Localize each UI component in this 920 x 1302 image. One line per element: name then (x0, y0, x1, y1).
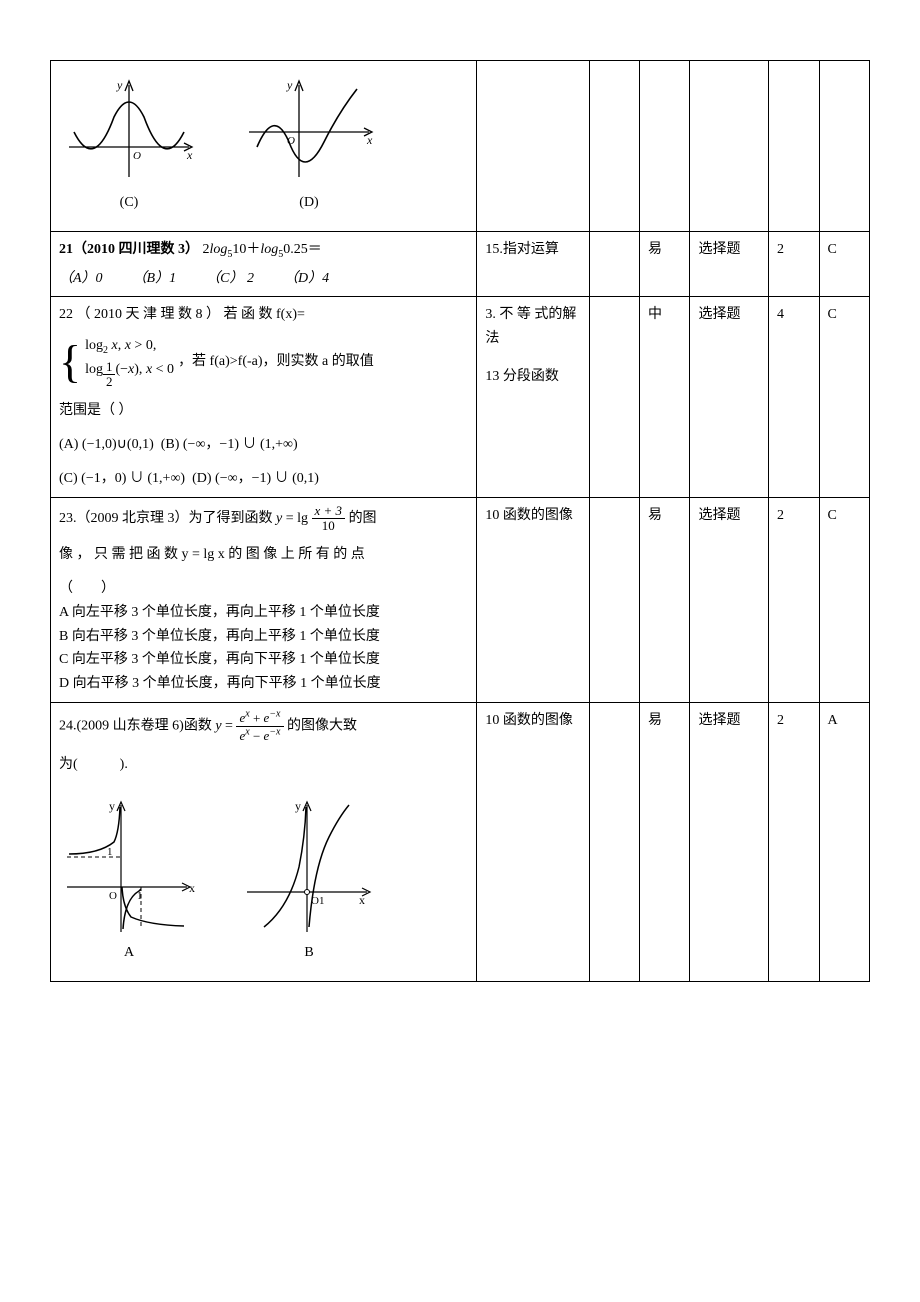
q22-source: 22 （ 2010 天 津 理 数 8 ） (59, 307, 220, 322)
q23-opt-d: D 向右平移 3 个单位长度，再向下平移 1 个单位长度 (59, 672, 468, 696)
svg-text:1: 1 (107, 846, 113, 858)
q24-lead: 函数 (184, 718, 216, 733)
points-cell: 2 (769, 703, 819, 982)
q21-opt-a: （A）0 (59, 267, 103, 291)
svg-text:y: y (109, 799, 115, 813)
q24-tail: 的图像大致 (284, 718, 358, 733)
q21-opt-c: （C） 2 (206, 267, 254, 291)
points-cell (769, 61, 819, 232)
qtype-cell: 选择题 (690, 703, 769, 982)
question-cell: 21（2010 四川理数 3） 2log510＋log50.25＝ （A）0 （… (51, 231, 477, 297)
q23-opt-a: A 向左平移 3 个单位长度，再向上平移 1 个单位长度 (59, 601, 468, 625)
points-cell: 2 (769, 231, 819, 297)
q23-tail1: 的图 (345, 511, 377, 526)
svg-text:O: O (133, 150, 141, 162)
q23-lead: 为了得到函数 (189, 511, 277, 526)
svg-text:y: y (116, 78, 123, 92)
question-cell: 23.（2009 北京理 3）为了得到函数 y = lg x + 310 的图 … (51, 497, 477, 702)
difficulty-cell (640, 61, 690, 232)
knowledge-cell: 3. 不 等 式的解法 13 分段函数 (477, 297, 589, 497)
qtype-cell: 选择题 (690, 231, 769, 297)
blank-cell (589, 497, 639, 702)
question-cell: 22 （ 2010 天 津 理 数 8 ） 若 函 数 f(x)= { log2… (51, 297, 477, 497)
difficulty-cell: 易 (640, 497, 690, 702)
q22-opt-a: (A) (−1,0)∪(0,1) (59, 437, 154, 452)
question-table: x y O (C) x y O (D) 21（2010 四川理数 3） 2lo (50, 60, 870, 982)
knowledge-cell: 15.指对运算 (477, 231, 589, 297)
answer-cell: C (819, 497, 870, 702)
svg-text:x: x (189, 881, 195, 895)
svg-text:x: x (359, 893, 365, 907)
table-row: 22 （ 2010 天 津 理 数 8 ） 若 函 数 f(x)= { log2… (51, 297, 870, 497)
points-cell: 4 (769, 297, 819, 497)
blank-cell (589, 231, 639, 297)
blank-cell (589, 703, 639, 982)
q22-opt-c: (C) (−1，0) ∪ (1,+∞) (59, 471, 185, 486)
blank-cell (589, 61, 639, 232)
graph-b: y O1 x B (239, 797, 379, 965)
q23-source: 23.（2009 北京理 3） (59, 511, 189, 526)
q24-line2: 为( ). (59, 753, 468, 777)
difficulty-cell: 易 (640, 703, 690, 982)
question-cell: 24.(2009 山东卷理 6)函数 y = ex + e−xex − e−x … (51, 703, 477, 982)
q22-tail: ，若 f(a)>f(-a)，则实数 a 的取值 (178, 350, 374, 374)
q22-kp2: 13 分段函数 (485, 365, 580, 389)
table-row: 23.（2009 北京理 3）为了得到函数 y = lg x + 310 的图 … (51, 497, 870, 702)
q23-opt-b: B 向右平移 3 个单位长度，再向上平移 1 个单位长度 (59, 625, 468, 649)
table-row: 21（2010 四川理数 3） 2log510＋log50.25＝ （A）0 （… (51, 231, 870, 297)
svg-text:y: y (295, 799, 301, 813)
qtype-cell: 选择题 (690, 497, 769, 702)
graph-a: x y O 1 1 A (59, 797, 199, 965)
qtype-cell: 选择题 (690, 297, 769, 497)
answer-cell: C (819, 297, 870, 497)
table-row: 24.(2009 山东卷理 6)函数 y = ex + e−xex − e−x … (51, 703, 870, 982)
q21-opt-d: （D）4 (284, 267, 329, 291)
answer-cell: C (819, 231, 870, 297)
svg-text:y: y (286, 78, 293, 92)
graph-d-label: (D) (239, 191, 379, 215)
q22-lead: 若 函 数 f(x)= (224, 307, 305, 322)
blank-cell (589, 297, 639, 497)
graph-c-label: (C) (59, 191, 199, 215)
svg-text:x: x (366, 133, 373, 147)
q23-opt-c: C 向左平移 3 个单位长度，再向下平移 1 个单位长度 (59, 648, 468, 672)
svg-text:O: O (109, 890, 117, 902)
qtype-cell (690, 61, 769, 232)
graph-b-label: B (239, 941, 379, 965)
difficulty-cell: 中 (640, 297, 690, 497)
answer-cell (819, 61, 870, 232)
q22-tail2: 范围是（ ） (59, 399, 468, 423)
q23-line2: 像 ， 只 需 把 函 数 y = lg x 的 图 像 上 所 有 的 点 (59, 543, 468, 567)
q24-source: 24.(2009 山东卷理 6) (59, 718, 184, 733)
graph-c: x y O (C) (59, 77, 199, 215)
knowledge-cell: 10 函数的图像 (477, 497, 589, 702)
q22-kp1: 3. 不 等 式的解法 (485, 303, 580, 351)
q21-source: 21（2010 四川理数 3） (59, 242, 199, 257)
q21-opt-b: （B）1 (133, 267, 177, 291)
question-cell: x y O (C) x y O (D) (51, 61, 477, 232)
graph-d: x y O (D) (239, 77, 379, 215)
graph-a-label: A (59, 941, 199, 965)
knowledge-cell (477, 61, 589, 232)
knowledge-cell: 10 函数的图像 (477, 703, 589, 982)
q23-line3: （ ） (59, 577, 468, 601)
table-row: x y O (C) x y O (D) (51, 61, 870, 232)
points-cell: 2 (769, 497, 819, 702)
q22-opt-d: (D) (−∞，−1) ∪ (0,1) (192, 471, 319, 486)
q22-opt-b: (B) (−∞，−1) ∪ (1,+∞) (161, 437, 298, 452)
answer-cell: A (819, 703, 870, 982)
difficulty-cell: 易 (640, 231, 690, 297)
svg-text:x: x (186, 148, 193, 162)
